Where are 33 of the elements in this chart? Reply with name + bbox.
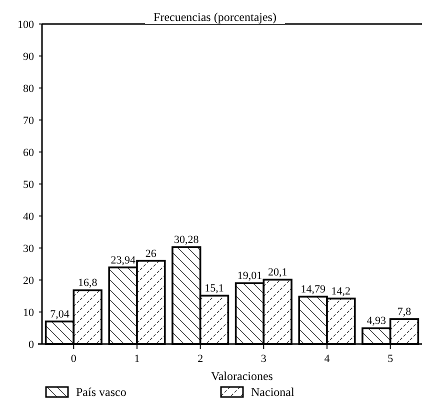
y-tick-label: 60 [23,146,34,159]
x-tick-label: 1 [134,353,140,365]
y-tick-label: 70 [23,114,34,127]
data-label: 7,04 [50,308,70,320]
y-tick-label: 40 [23,210,34,223]
y-tick-label: 80 [23,82,34,95]
x-tick-label: 5 [388,353,394,365]
x-tick-label: 0 [70,353,77,365]
data-label: 7,8 [397,306,412,318]
y-tick-label: 100 [18,18,34,31]
y-tick-label: 50 [23,178,34,191]
data-label: 23,94 [110,254,136,266]
y-tick-label: 20 [23,274,34,287]
y-tick-label: 10 [23,306,34,319]
x-axis-title: Valoraciones [211,369,274,383]
data-label: 15,1 [204,282,224,295]
data-label: 20,1 [268,266,288,279]
data-label: 26 [145,248,157,260]
legend-label: Nacional [251,385,295,399]
data-label: 19,01 [237,270,262,282]
y-tick-label: 0 [28,338,34,351]
y-tick-label: 90 [23,50,34,63]
legend-label: País vasco [76,385,126,399]
y-tick-label: 30 [23,242,34,255]
chart-title: Frecuencias (porcentajes) [154,10,276,24]
x-tick-label: 2 [198,353,204,365]
x-tick-label: 4 [324,353,330,365]
data-label: 14,2 [331,286,351,298]
data-label: 14,79 [300,284,326,296]
data-label: 30,28 [174,234,200,246]
data-label: 4,93 [366,315,387,328]
data-label: 16,8 [78,277,98,290]
x-tick-label: 3 [260,353,267,365]
